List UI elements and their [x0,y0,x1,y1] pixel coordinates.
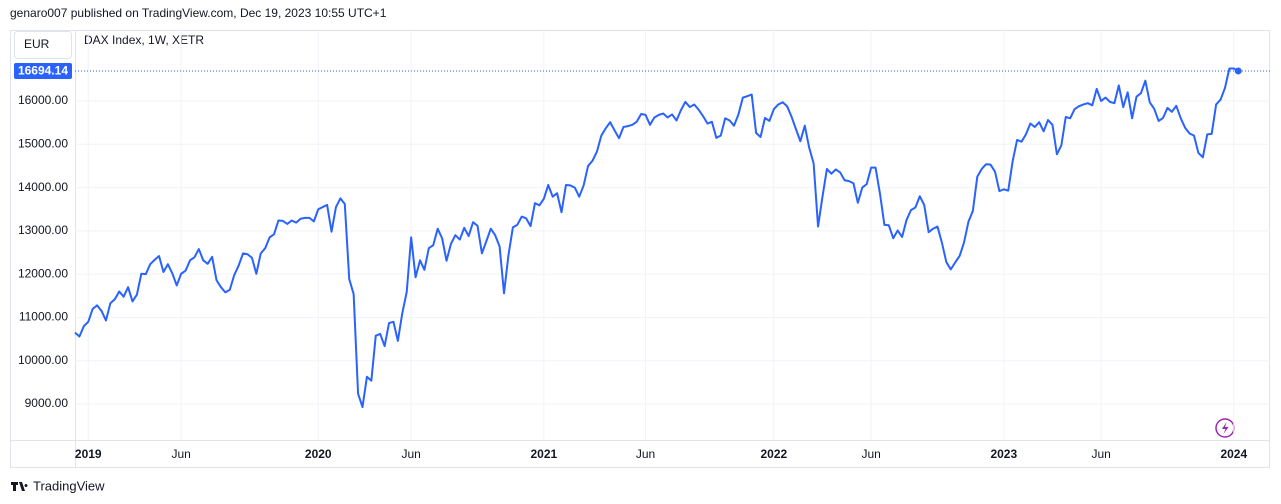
x-tick-label: 2021 [530,447,557,461]
currency-button[interactable] [14,31,72,59]
y-tick-label: 14000.00 [18,180,68,194]
footer-brand: TradingView [33,478,105,493]
y-tick-label: 15000.00 [18,136,68,150]
x-tick-label: Jun [1091,447,1110,461]
last-price-badge [14,62,72,79]
grid [75,30,1270,440]
currency-label: EUR [24,37,50,51]
y-tick-label: 10000.00 [18,353,68,367]
y-tick-label: 9000.00 [25,396,69,410]
publish-header: genaro007 published on TradingView.com, … [10,6,387,20]
x-tick-label: 2024 [1220,447,1247,461]
y-tick-label: 12000.00 [18,266,68,280]
y-tick-label: 16000.00 [18,93,68,107]
logo-mark [11,482,28,491]
chart-title: DAX Index, 1W, XETR [84,33,204,47]
last-price-label: 16694.14 [18,64,68,78]
price-line [74,67,1239,409]
last-price-dot [1234,67,1242,75]
x-tick-label: 2023 [990,447,1017,461]
chart-frame [10,30,1270,468]
y-tick-label: 11000.00 [19,310,68,324]
lightning-bolt [1222,422,1229,434]
x-tick-label: 2022 [760,447,787,461]
x-tick-label: Jun [861,447,880,461]
x-tick-label: Jun [636,447,655,461]
x-tick-label: Jun [171,447,190,461]
footer-logo: TradingView [11,478,105,493]
x-tick-label: 2020 [305,447,332,461]
x-tick-label: Jun [401,447,420,461]
y-tick-label: 13000.00 [18,223,68,237]
x-tick-label: 2019 [75,447,102,461]
